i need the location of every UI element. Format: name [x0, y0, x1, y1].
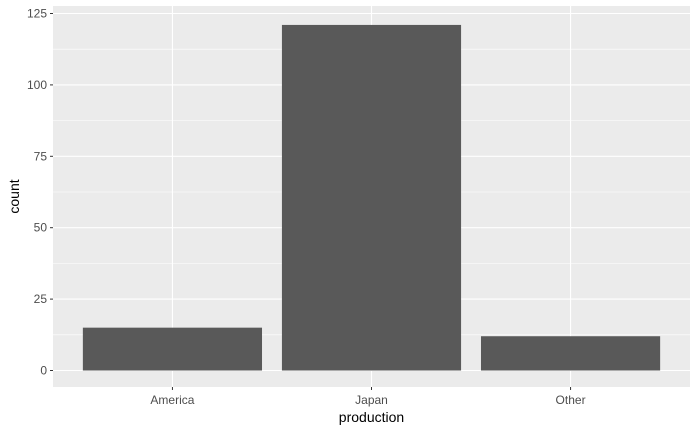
x-tick-label: Japan [355, 393, 388, 407]
y-tick-label: 25 [34, 292, 48, 306]
y-axis-ticks: 0 25 50 75 100 125 [27, 7, 53, 378]
y-tick-label: 0 [40, 364, 47, 378]
y-axis-title: count [6, 179, 22, 213]
x-axis-title: production [339, 409, 404, 425]
x-tick-label: America [150, 393, 194, 407]
y-tick-label: 125 [27, 7, 47, 21]
bar-japan [281, 24, 462, 371]
bar-america [82, 327, 263, 371]
bar-other [480, 336, 661, 371]
y-tick-label: 100 [27, 78, 47, 92]
x-tick-label: Other [556, 393, 586, 407]
y-tick-label: 50 [34, 221, 48, 235]
bars [82, 24, 661, 371]
y-tick-label: 75 [34, 149, 48, 163]
x-axis-ticks: America Japan Other [150, 387, 586, 407]
